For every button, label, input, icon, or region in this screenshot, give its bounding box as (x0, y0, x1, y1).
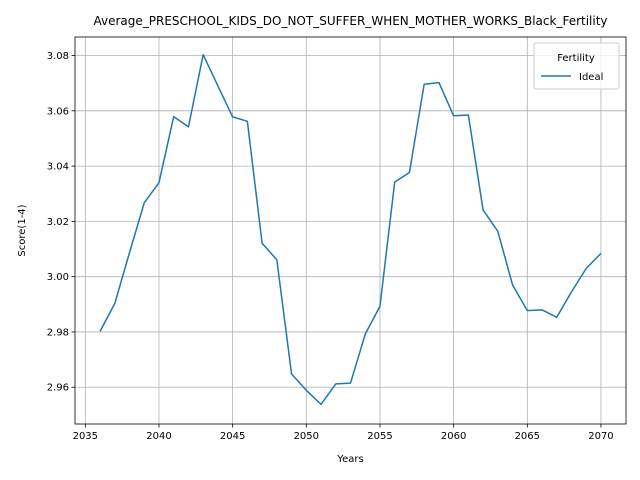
x-tick-label: 2035 (73, 431, 98, 442)
y-tick-label: 2.96 (47, 383, 69, 394)
legend-box (533, 42, 620, 90)
y-tick-label: 3.02 (47, 217, 69, 228)
y-tick-label: 2.98 (47, 327, 69, 338)
x-tick-label: 2045 (220, 431, 245, 442)
x-tick-label: 2040 (146, 431, 171, 442)
legend-label: Ideal (579, 72, 603, 83)
x-axis-label: Years (336, 454, 363, 465)
chart-title: Average_PRESCHOOL_KIDS_DO_NOT_SUFFER_WHE… (93, 14, 607, 28)
y-tick-label: 3.00 (47, 272, 69, 283)
legend-title: Fertility (557, 53, 595, 64)
legend: Fertility Ideal (533, 42, 620, 90)
x-tick-label: 2065 (515, 431, 540, 442)
y-axis-ticks: 2.96 2.98 3.00 3.02 3.04 3.06 3.08 (47, 51, 75, 394)
x-tick-label: 2070 (588, 431, 613, 442)
plot-frame (74, 36, 627, 425)
x-tick-label: 2055 (367, 431, 392, 442)
series-layer (99, 53, 602, 406)
y-tick-label: 3.08 (47, 51, 69, 62)
series-line-ideal (99, 53, 602, 406)
y-tick-label: 3.06 (47, 106, 69, 117)
grid (75, 37, 626, 424)
x-tick-label: 2060 (441, 431, 466, 442)
y-axis-label: Score(1-4) (17, 204, 28, 256)
x-tick-label: 2050 (294, 431, 319, 442)
y-tick-label: 3.04 (47, 162, 69, 173)
x-axis-ticks: 2035 2040 2045 2050 2055 2060 2065 2070 (73, 424, 614, 442)
